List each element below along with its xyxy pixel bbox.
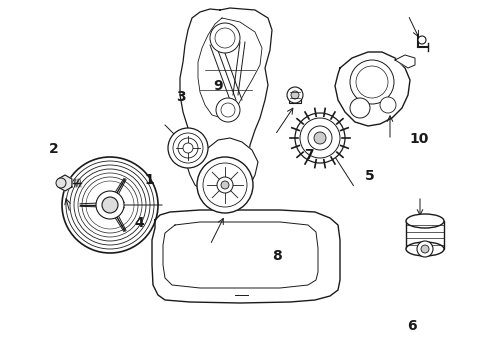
Text: 4: 4 <box>135 216 145 230</box>
Polygon shape <box>152 210 340 303</box>
Circle shape <box>66 161 154 249</box>
Ellipse shape <box>406 214 444 228</box>
Circle shape <box>314 132 326 144</box>
Circle shape <box>82 177 138 233</box>
Text: 10: 10 <box>409 132 429 145</box>
Circle shape <box>216 98 240 122</box>
Circle shape <box>70 165 150 245</box>
Circle shape <box>102 197 118 213</box>
Circle shape <box>421 245 429 253</box>
Circle shape <box>287 87 303 103</box>
Circle shape <box>356 66 388 98</box>
Text: 9: 9 <box>213 80 223 93</box>
Circle shape <box>308 126 332 150</box>
Text: 7: 7 <box>304 148 314 162</box>
Circle shape <box>210 23 240 53</box>
Circle shape <box>78 173 142 237</box>
Circle shape <box>86 181 134 229</box>
Bar <box>406 221 444 249</box>
Text: 1: 1 <box>145 173 154 187</box>
Polygon shape <box>185 138 258 195</box>
Circle shape <box>350 98 370 118</box>
Circle shape <box>74 169 146 241</box>
Circle shape <box>300 118 340 158</box>
Bar <box>289 89 301 103</box>
Circle shape <box>56 178 66 188</box>
Circle shape <box>197 157 253 213</box>
Circle shape <box>418 36 426 44</box>
Ellipse shape <box>406 242 444 256</box>
Polygon shape <box>180 8 272 195</box>
Circle shape <box>221 103 235 117</box>
Circle shape <box>215 28 235 48</box>
Circle shape <box>350 60 394 104</box>
Circle shape <box>380 97 396 113</box>
Circle shape <box>173 133 203 163</box>
Circle shape <box>168 128 208 168</box>
Circle shape <box>217 177 233 193</box>
Circle shape <box>203 163 247 207</box>
Polygon shape <box>335 52 410 126</box>
Circle shape <box>183 143 193 153</box>
Text: 2: 2 <box>49 143 59 156</box>
Polygon shape <box>58 175 72 191</box>
Circle shape <box>417 241 433 257</box>
Circle shape <box>62 157 158 253</box>
Text: 6: 6 <box>407 319 416 333</box>
Circle shape <box>178 138 198 158</box>
Polygon shape <box>395 55 415 68</box>
Text: 5: 5 <box>365 170 375 183</box>
Text: 3: 3 <box>176 90 186 104</box>
Circle shape <box>291 91 299 99</box>
Circle shape <box>295 113 345 163</box>
Circle shape <box>221 181 229 189</box>
Circle shape <box>96 191 124 219</box>
Text: 8: 8 <box>272 249 282 262</box>
